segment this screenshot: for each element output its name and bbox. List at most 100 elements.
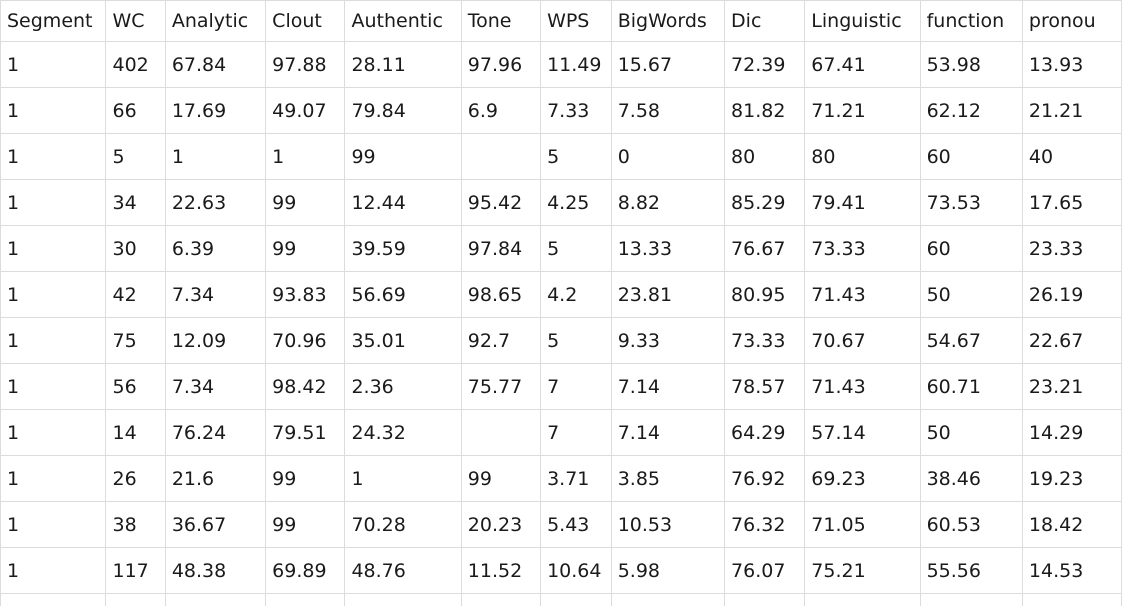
table-cell[interactable]: 5.43 — [540, 501, 612, 548]
table-cell[interactable]: 99 — [344, 133, 462, 180]
table-cell[interactable]: 54.67 — [919, 317, 1023, 364]
table-cell[interactable]: 14.53 — [1021, 547, 1122, 594]
table-cell[interactable]: 60 — [919, 133, 1023, 180]
table-cell[interactable]: 1 — [265, 133, 346, 180]
table-cell[interactable]: 99 — [265, 179, 346, 226]
table-cell[interactable] — [804, 593, 921, 606]
table-cell[interactable]: 9.33 — [610, 317, 726, 364]
table-cell[interactable]: 99 — [265, 225, 346, 272]
table-cell[interactable]: 1 — [0, 133, 107, 180]
column-header-0[interactable]: Segment — [0, 0, 107, 42]
table-cell[interactable]: 7 — [540, 409, 612, 456]
table-cell[interactable]: 7.34 — [164, 363, 267, 410]
table-cell[interactable]: 402 — [105, 41, 166, 88]
table-cell[interactable]: 1 — [0, 547, 107, 594]
table-cell[interactable]: 76.32 — [724, 501, 806, 548]
table-cell[interactable]: 19.23 — [1021, 455, 1122, 502]
table-cell[interactable]: 5 — [540, 317, 612, 364]
table-cell[interactable]: 5 — [105, 133, 166, 180]
table-cell[interactable]: 0 — [610, 133, 726, 180]
table-cell[interactable]: 7 — [540, 363, 612, 410]
table-cell[interactable]: 22.63 — [164, 179, 267, 226]
table-cell[interactable]: 15.67 — [610, 41, 726, 88]
table-cell[interactable]: 14 — [105, 409, 166, 456]
table-cell[interactable]: 1 — [0, 363, 107, 410]
table-cell[interactable] — [164, 593, 267, 606]
column-header-4[interactable]: Authentic — [344, 0, 462, 42]
table-cell[interactable]: 117 — [105, 547, 166, 594]
table-cell[interactable]: 56.69 — [344, 271, 462, 318]
column-header-7[interactable]: BigWords — [610, 0, 726, 42]
table-cell[interactable]: 97.88 — [265, 41, 346, 88]
table-cell[interactable]: 71.21 — [804, 87, 921, 134]
table-cell[interactable]: 7.14 — [610, 409, 726, 456]
table-cell[interactable]: 1 — [0, 225, 107, 272]
table-cell[interactable]: 80 — [804, 133, 921, 180]
table-cell[interactable]: 13.93 — [1021, 41, 1122, 88]
table-cell[interactable]: 71.43 — [804, 271, 921, 318]
table-cell[interactable]: 39.59 — [344, 225, 462, 272]
table-cell[interactable]: 67.84 — [164, 41, 267, 88]
table-cell[interactable] — [540, 593, 612, 606]
table-cell[interactable]: 21.21 — [1021, 87, 1122, 134]
table-cell[interactable]: 7.33 — [540, 87, 612, 134]
table-cell[interactable]: 71.05 — [804, 501, 921, 548]
table-cell[interactable]: 60 — [919, 225, 1023, 272]
table-cell[interactable]: 4.25 — [540, 179, 612, 226]
column-header-2[interactable]: Analytic — [164, 0, 267, 42]
table-cell[interactable]: 12.09 — [164, 317, 267, 364]
table-cell[interactable]: 69.89 — [265, 547, 346, 594]
table-cell[interactable]: 10.53 — [610, 501, 726, 548]
table-cell[interactable]: 50 — [919, 409, 1023, 456]
table-cell[interactable] — [460, 133, 542, 180]
table-cell[interactable]: 11.52 — [460, 547, 542, 594]
table-cell[interactable]: 38.46 — [919, 455, 1023, 502]
table-cell[interactable]: 6.9 — [460, 87, 542, 134]
table-cell[interactable]: 93.83 — [265, 271, 346, 318]
table-cell[interactable]: 23.81 — [610, 271, 726, 318]
table-cell[interactable]: 35.01 — [344, 317, 462, 364]
table-cell[interactable]: 79.51 — [265, 409, 346, 456]
table-cell[interactable]: 76.24 — [164, 409, 267, 456]
table-cell[interactable]: 17.69 — [164, 87, 267, 134]
table-cell[interactable]: 7.14 — [610, 363, 726, 410]
table-cell[interactable]: 28.11 — [344, 41, 462, 88]
table-cell[interactable]: 1 — [0, 317, 107, 364]
table-cell[interactable]: 60.53 — [919, 501, 1023, 548]
table-cell[interactable]: 42 — [105, 271, 166, 318]
table-cell[interactable]: 49.07 — [265, 87, 346, 134]
table-cell[interactable]: 48.38 — [164, 547, 267, 594]
table-cell[interactable] — [919, 593, 1023, 606]
table-cell[interactable]: 85.29 — [724, 179, 806, 226]
table-cell[interactable]: 26.19 — [1021, 271, 1122, 318]
table-cell[interactable]: 30 — [105, 225, 166, 272]
column-header-8[interactable]: Dic — [724, 0, 806, 42]
table-cell[interactable]: 1 — [0, 501, 107, 548]
table-cell[interactable]: 81.82 — [724, 87, 806, 134]
table-cell[interactable]: 14.29 — [1021, 409, 1122, 456]
table-cell[interactable]: 71.43 — [804, 363, 921, 410]
column-header-10[interactable]: function — [919, 0, 1023, 42]
table-cell[interactable]: 99 — [460, 455, 542, 502]
table-cell[interactable]: 24.32 — [344, 409, 462, 456]
table-cell[interactable]: 53.98 — [919, 41, 1023, 88]
table-cell[interactable]: 34 — [105, 179, 166, 226]
table-cell[interactable]: 70.96 — [265, 317, 346, 364]
table-cell[interactable]: 50 — [919, 271, 1023, 318]
table-cell[interactable]: 7.58 — [610, 87, 726, 134]
table-cell[interactable]: 55.56 — [919, 547, 1023, 594]
table-cell[interactable]: 72.39 — [724, 41, 806, 88]
table-cell[interactable]: 26 — [105, 455, 166, 502]
table-cell[interactable]: 70.67 — [804, 317, 921, 364]
table-cell[interactable]: 99 — [265, 455, 346, 502]
table-cell[interactable] — [1021, 593, 1122, 606]
table-cell[interactable]: 69.23 — [804, 455, 921, 502]
table-cell[interactable]: 20.23 — [460, 501, 542, 548]
table-cell[interactable]: 76.92 — [724, 455, 806, 502]
table-cell[interactable]: 5.98 — [610, 547, 726, 594]
column-header-9[interactable]: Linguistic — [804, 0, 921, 42]
table-cell[interactable]: 22.67 — [1021, 317, 1122, 364]
table-cell[interactable]: 79.41 — [804, 179, 921, 226]
column-header-3[interactable]: Clout — [265, 0, 346, 42]
table-cell[interactable]: 64.29 — [724, 409, 806, 456]
